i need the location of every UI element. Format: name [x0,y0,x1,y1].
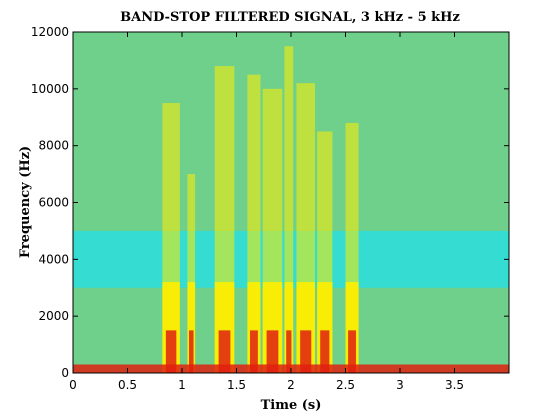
x-tick-label: 2 [287,378,295,392]
energy-burst-peak [165,330,177,373]
x-tick-label: 0 [69,378,77,392]
y-tick-label: 0 [61,366,69,380]
x-tick-label: 1 [178,378,186,392]
chart-title: BAND-STOP FILTERED SIGNAL, 3 kHz - 5 kHz [120,10,460,25]
x-tick-label: 2.5 [336,378,355,392]
x-tick-label: 1.5 [227,378,246,392]
energy-burst-peak [250,330,258,373]
energy-burst-core [187,282,196,373]
energy-burst-peak [320,330,330,373]
energy-burst-peak [300,330,312,373]
energy-bursts [162,46,359,373]
x-axis-title: Time (s) [261,398,322,413]
y-axis-title: Frequency (Hz) [18,146,33,258]
y-tick-label: 4000 [38,252,69,266]
energy-burst-peak [188,330,194,373]
energy-burst-peak [286,330,292,373]
energy-burst [187,174,196,373]
energy-burst-peak [348,330,356,373]
x-axis: 0 0.5 1 1.5 2 2.5 3 3.5 [69,32,464,392]
x-tick-label: 3.5 [445,378,464,392]
y-tick-label: 10000 [31,82,69,96]
y-tick-label: 12000 [31,25,69,39]
energy-burst-core [284,282,294,373]
y-tick-label: 6000 [38,196,69,210]
y-tick-label: 2000 [38,309,69,323]
energy-burst-peak [266,330,279,373]
spectrogram-image [73,32,509,373]
energy-burst [284,46,294,373]
y-tick-label: 8000 [38,139,69,153]
y-axis: 0 2000 4000 6000 8000 10000 12000 [31,25,509,380]
x-tick-label: 0.5 [118,378,137,392]
x-tick-label: 3 [396,378,404,392]
energy-burst-peak [218,330,231,373]
